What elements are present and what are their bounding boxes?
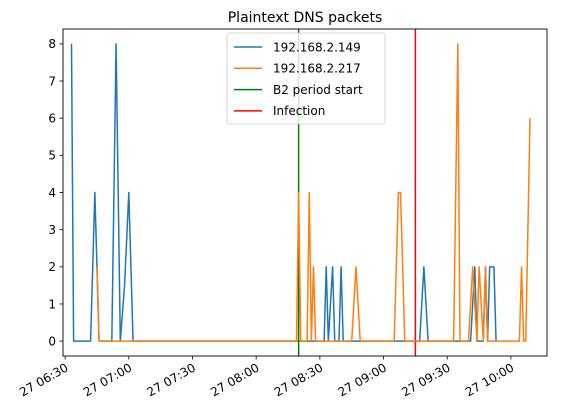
legend-entry-label: Infection: [273, 104, 325, 118]
legend-entry-label: 192.168.2.217: [273, 62, 361, 76]
y-tick-label: 5: [48, 149, 56, 163]
y-tick-label: 6: [48, 111, 56, 125]
chart-title: Plaintext DNS packets: [228, 10, 383, 26]
y-tick-label: 3: [48, 223, 56, 237]
y-tick-label: 7: [48, 74, 56, 88]
legend: 192.168.2.149 192.168.2.217 B2 period star…: [226, 32, 386, 125]
legend-box: [226, 32, 386, 125]
y-tick-label: 1: [48, 297, 56, 311]
y-tick-label: 2: [48, 260, 56, 274]
y-tick-label: 8: [48, 37, 56, 51]
y-tick-label: 0: [48, 334, 56, 348]
y-axis: 0 1 2 3 4 5 6 7 8: [48, 37, 63, 348]
legend-entry-label: B2 period start: [273, 83, 363, 97]
series-line-2: [96, 43, 531, 342]
legend-entry-label: 192.168.2.149: [273, 40, 361, 54]
series-lines: [70, 43, 531, 342]
y-tick-label: 4: [48, 186, 56, 200]
